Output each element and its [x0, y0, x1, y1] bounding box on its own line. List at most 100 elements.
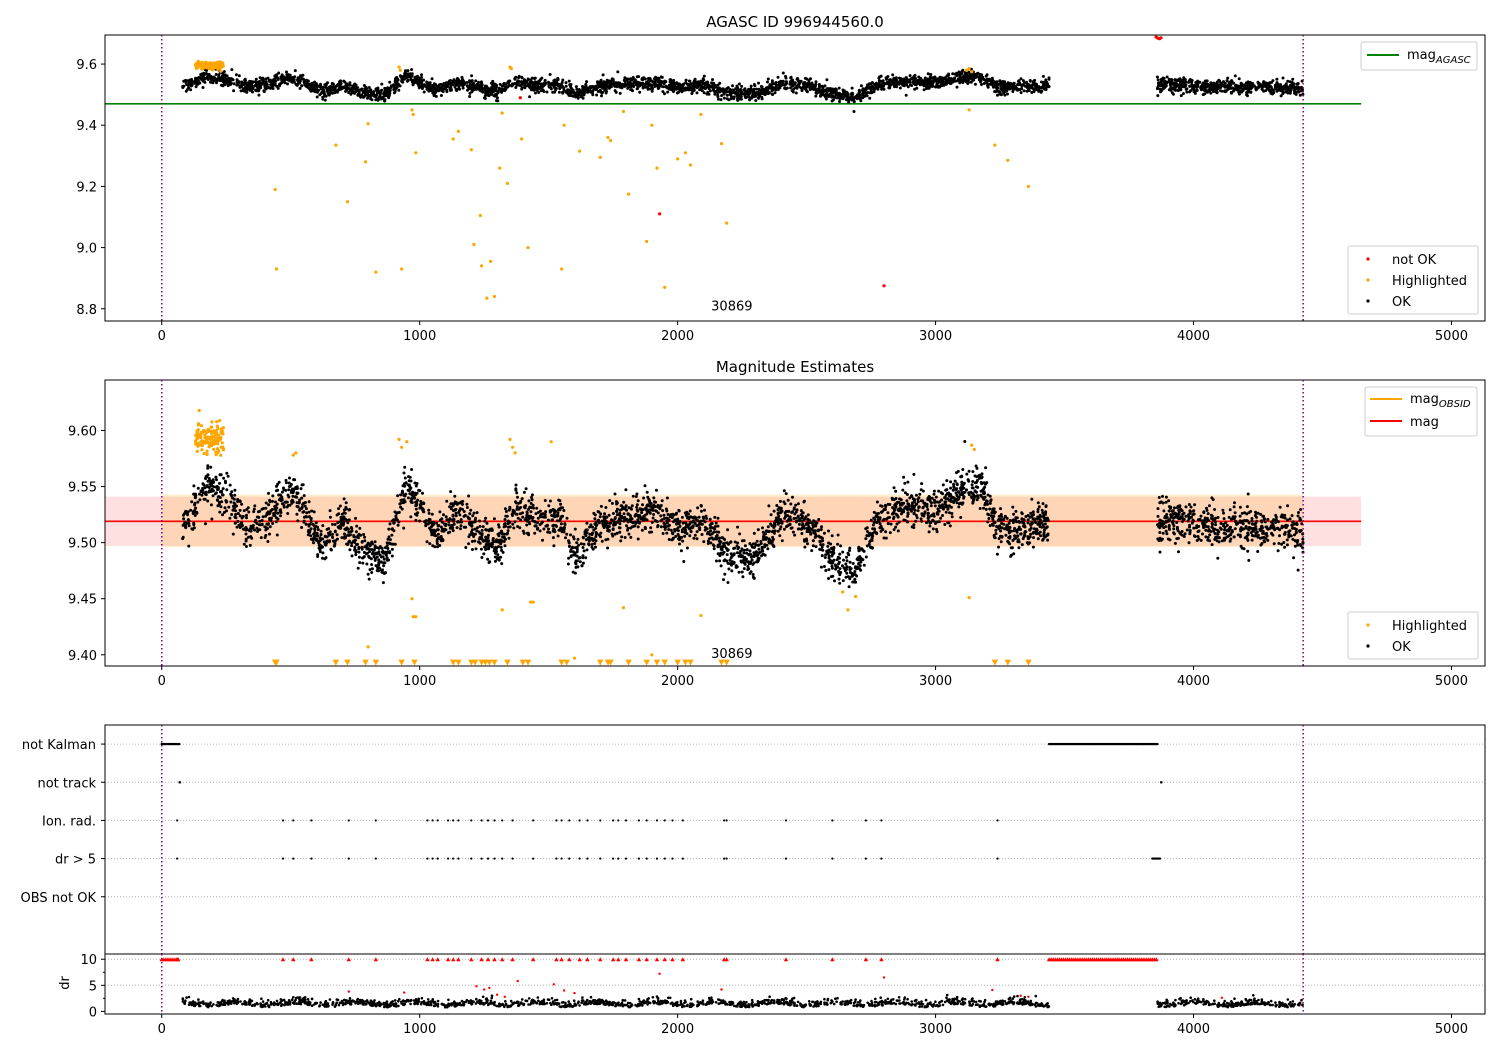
- agasc-ok-point: [594, 88, 598, 92]
- agasc-ok-point: [581, 88, 585, 92]
- magnitude-ok-point: [914, 519, 918, 523]
- agasc-ok-point: [339, 79, 342, 83]
- agasc-ok-point: [440, 89, 444, 93]
- agasc-ok-point: [713, 92, 717, 96]
- agasc-ok-point: [1191, 86, 1194, 90]
- agasc-highlighted-point: [688, 163, 693, 167]
- magnitude-ok-point: [761, 526, 764, 530]
- agasc-ok-point: [995, 93, 999, 97]
- agasc-ok-point: [990, 76, 994, 80]
- agasc-ok-point: [184, 89, 188, 93]
- agasc-ok-point: [1229, 90, 1233, 94]
- magnitude-ok-point: [357, 550, 361, 554]
- agasc-highlighted-point: [414, 151, 418, 155]
- agasc-ok-point: [847, 100, 851, 104]
- magnitude-ok-point: [256, 510, 260, 514]
- agasc-ok-point: [414, 75, 417, 79]
- agasc-ok-point: [286, 82, 289, 86]
- agasc-legend-mag-subscript: AGASC: [1435, 55, 1471, 66]
- agasc-ok-point: [1181, 80, 1185, 84]
- agasc-ok-point: [581, 96, 585, 100]
- agasc-legend-highlighted-marker: [1366, 278, 1370, 282]
- agasc-ok-point: [870, 81, 874, 85]
- agasc-ok-point: [397, 83, 401, 87]
- agasc-highlighted-point: [993, 143, 997, 147]
- agasc-highlighted-point: [219, 69, 223, 73]
- agasc-ok-point: [642, 76, 646, 80]
- magnitude-ok-point: [839, 544, 843, 548]
- agasc-highlighted-point: [398, 68, 402, 72]
- magnitude-ok-point: [661, 509, 665, 513]
- agasc-ok-point: [321, 95, 325, 99]
- agasc-ok-point: [579, 95, 583, 99]
- agasc-ok-point: [340, 87, 344, 91]
- agasc-ok-point: [912, 79, 916, 83]
- agasc-ok-point: [980, 83, 983, 86]
- magnitude-ok-point: [483, 519, 487, 523]
- agasc-ok-point: [859, 84, 863, 88]
- agasc-ok-point: [386, 86, 390, 90]
- magnitude-ok-point: [425, 540, 429, 544]
- agasc-ok-point: [1195, 88, 1199, 92]
- magnitude-ok-point: [927, 530, 931, 534]
- magnitude-ok-point: [932, 489, 936, 493]
- magnitude-ok-point: [403, 465, 407, 469]
- agasc-ok-point: [926, 72, 930, 76]
- agasc-ok-point: [257, 88, 261, 92]
- agasc-ok-point: [659, 80, 663, 84]
- agasc-ok-point: [761, 90, 765, 94]
- agasc-ok-point: [324, 85, 328, 89]
- agasc-highlighted-point: [400, 267, 404, 271]
- agasc-ok-point: [547, 80, 550, 84]
- agasc-ok-point: [837, 86, 841, 90]
- agasc-ok-point: [660, 84, 663, 88]
- agasc-ok-point: [445, 90, 449, 94]
- agasc-highlighted-point: [505, 181, 509, 185]
- magnitude-ok-point: [636, 525, 640, 529]
- agasc-ok-point: [859, 99, 863, 103]
- magnitude-ok-point: [514, 483, 518, 487]
- magnitude-ok-point: [752, 546, 756, 549]
- agasc-ok-point: [684, 78, 688, 82]
- agasc-ok-point: [468, 79, 472, 83]
- agasc-ok-point: [591, 93, 595, 97]
- agasc-ok-point: [300, 84, 304, 88]
- agasc-ok-point: [344, 83, 348, 87]
- agasc-ok-point: [868, 96, 872, 100]
- agasc-ok-point: [936, 79, 940, 83]
- magnitude-ok-point: [238, 508, 242, 512]
- agasc-ok-point: [486, 93, 490, 97]
- agasc-ok-point: [265, 85, 269, 89]
- agasc-ok-point: [483, 97, 487, 100]
- magnitude-ok-point: [617, 526, 621, 530]
- agasc-ok-point: [406, 78, 410, 82]
- magnitude-ok-point: [402, 526, 406, 530]
- magnitude-ok-point: [965, 488, 968, 492]
- agasc-ok-point: [214, 73, 218, 76]
- agasc-ok-point: [408, 75, 412, 79]
- agasc-ok-point: [548, 85, 551, 89]
- magnitude-ok-point: [939, 516, 943, 520]
- magnitude-ok-point: [992, 520, 996, 524]
- agasc-ok-point: [865, 94, 868, 98]
- magnitude-ok-point: [906, 480, 910, 484]
- agasc-ok-point: [972, 73, 975, 77]
- agasc-ok-point: [402, 77, 406, 81]
- agasc-ok-point: [736, 86, 740, 90]
- agasc-ok-point: [749, 84, 753, 88]
- agasc-ok-point: [186, 83, 190, 87]
- agasc-ok-point: [800, 89, 804, 93]
- agasc-ok-point: [574, 85, 578, 89]
- agasc-ok-point: [228, 80, 232, 84]
- agasc-ok-point: [452, 78, 456, 82]
- agasc-ok-point: [1269, 88, 1273, 92]
- agasc-ok-point: [1301, 88, 1304, 92]
- agasc-ok-point: [557, 90, 561, 94]
- magnitude-ok-point: [604, 506, 608, 509]
- magnitude-ok-point: [999, 507, 1002, 511]
- magnitude-ok-point: [359, 533, 363, 537]
- agasc-ok-point: [254, 77, 258, 81]
- agasc-ok-point: [495, 96, 499, 100]
- agasc-ok-point: [470, 87, 474, 91]
- agasc-ok-point: [262, 82, 266, 86]
